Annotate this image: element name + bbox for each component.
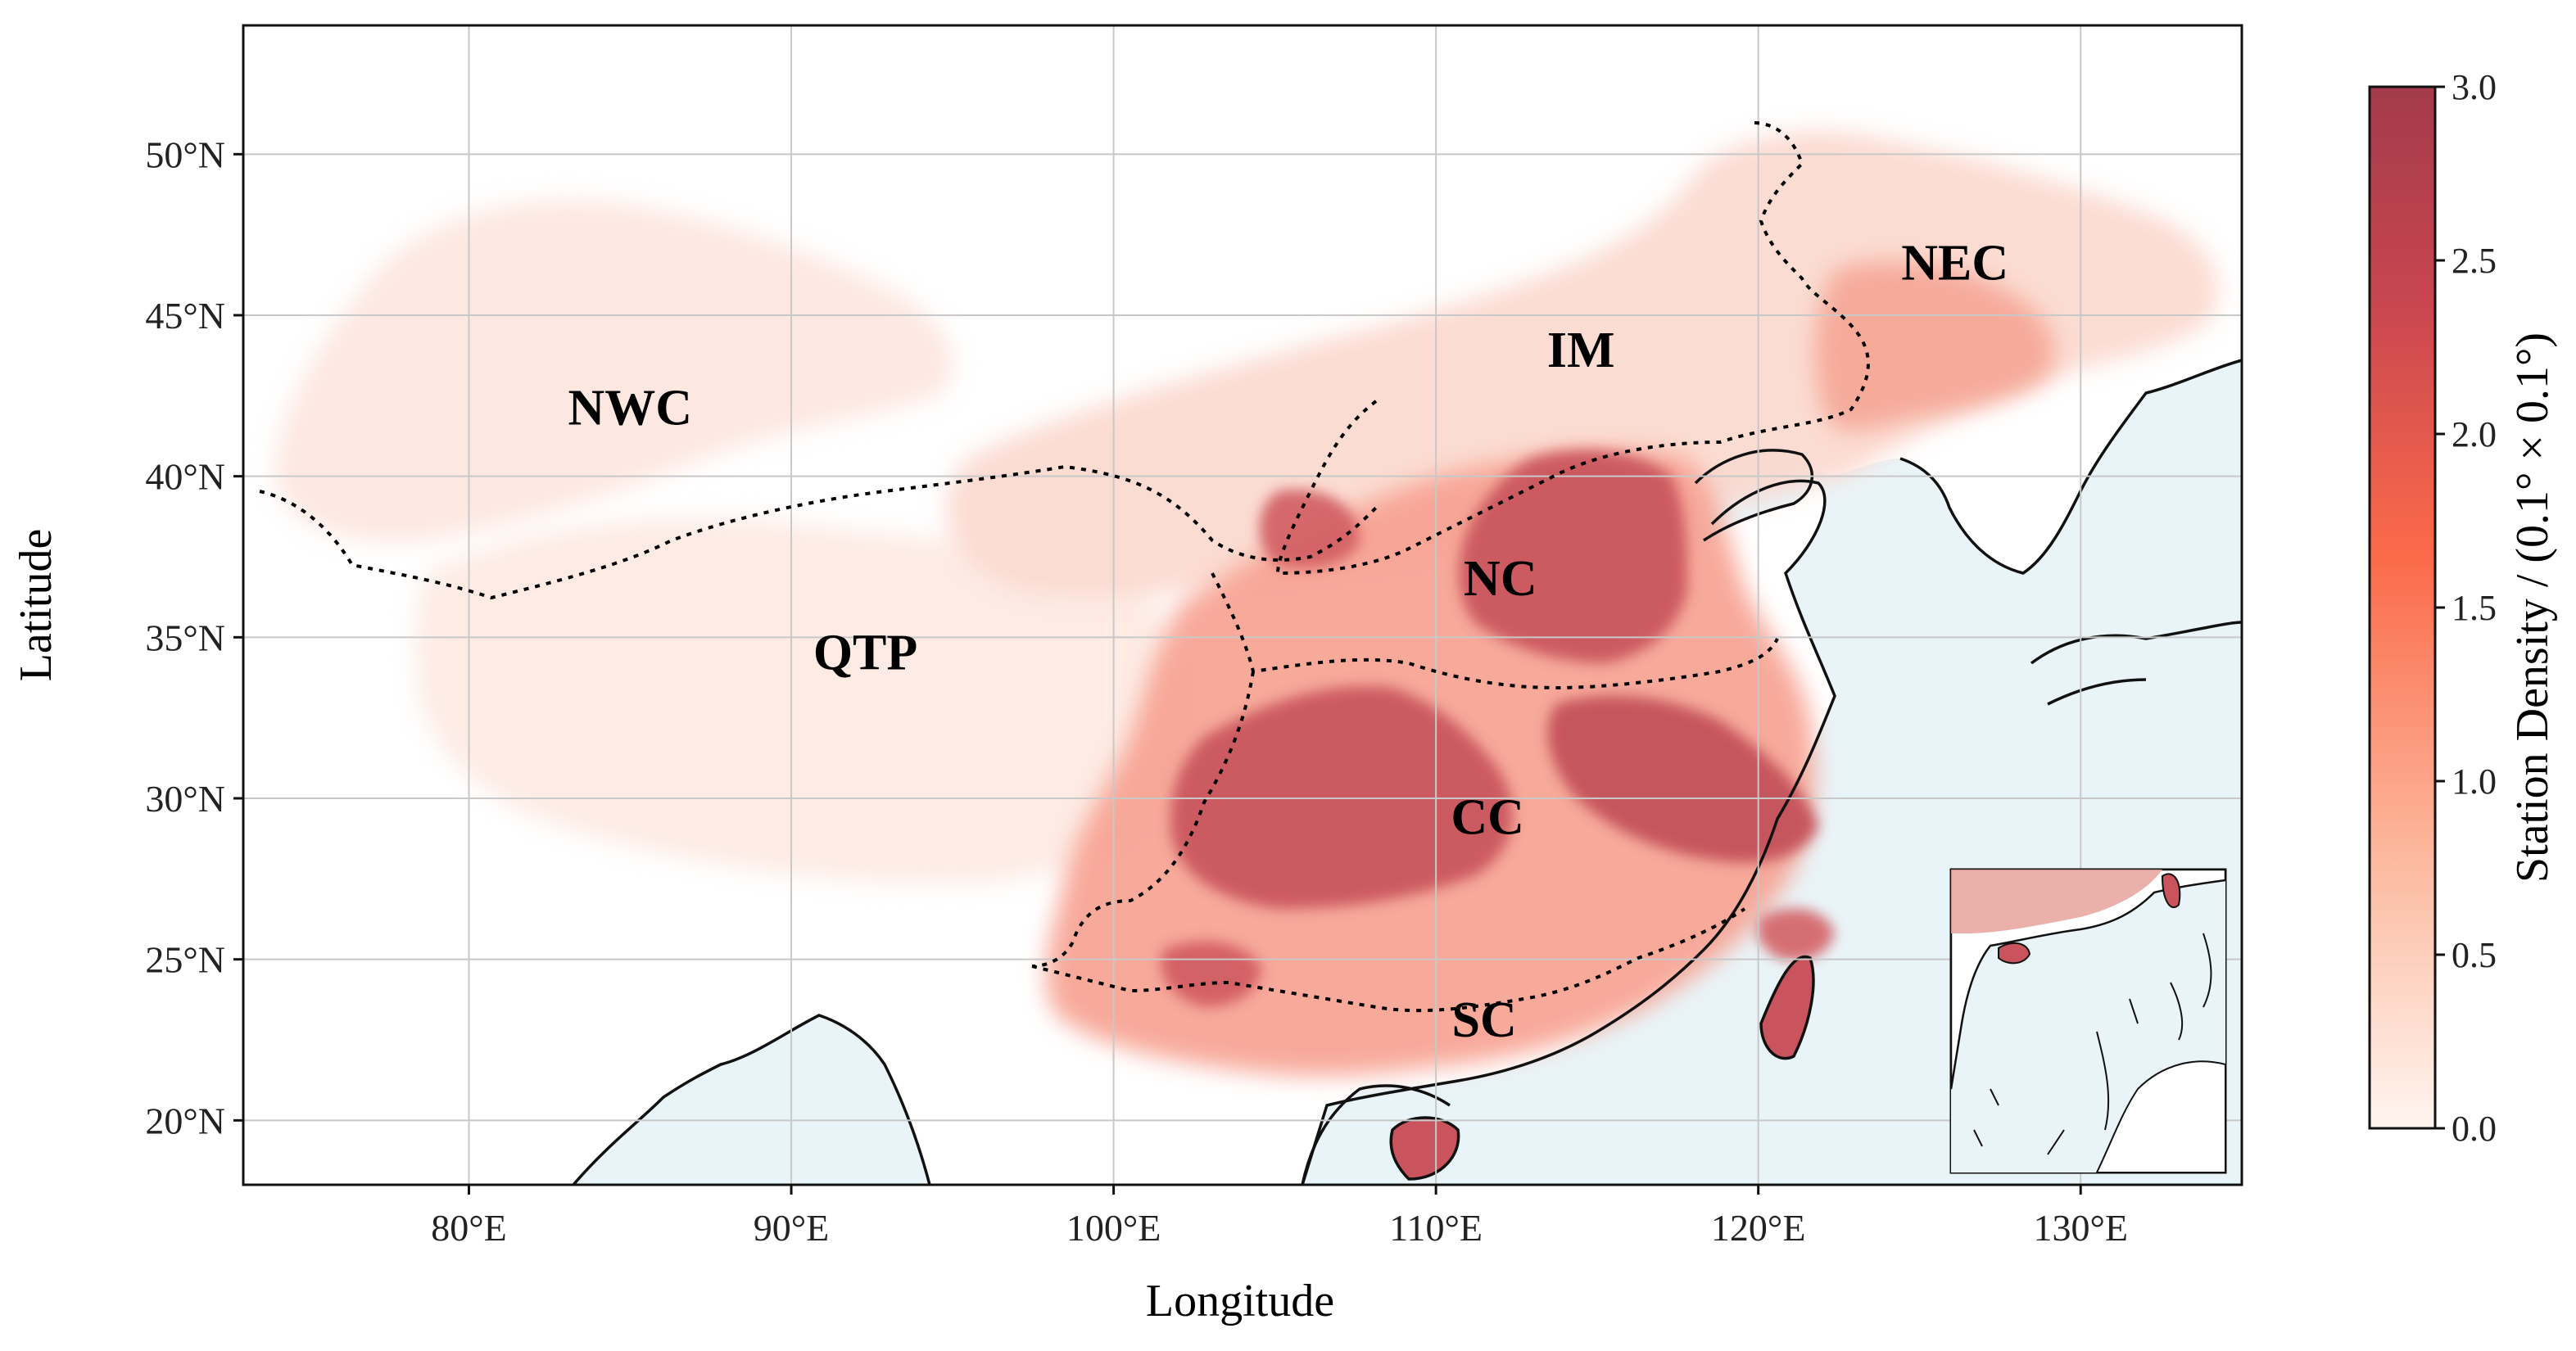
border-cc-sc: [1031, 907, 1746, 1013]
inset-map: [1949, 868, 2227, 1174]
density-field-light: [275, 131, 2218, 884]
colorbar-tick-label: 2.5: [2452, 241, 2497, 281]
lon-tick-label: 100°E: [1066, 1207, 1161, 1249]
colorbar-tick-label: 0.0: [2452, 1109, 2497, 1149]
colorbar-tick-label: 3.0: [2452, 67, 2497, 107]
region-label-im: IM: [1547, 323, 1615, 378]
colorbar-tick-label: 2.0: [2452, 414, 2497, 454]
lon-tick-label: 130°E: [2033, 1207, 2128, 1249]
lat-tick-label: 25°N: [145, 939, 225, 981]
lon-tick-label: 80°E: [431, 1207, 507, 1249]
x-axis-label: Longitude: [1146, 1276, 1334, 1326]
colorbar-tick-label: 0.5: [2452, 935, 2497, 975]
coastlines: [572, 359, 2242, 1185]
colorbar-tick-label: 1.0: [2452, 761, 2497, 802]
region-labels: NWC IM NEC NC QTP CC SC: [568, 236, 2008, 1048]
border-nc-cc: [1211, 572, 1779, 690]
map-frame: [242, 24, 2243, 1186]
lon-tick-label: 110°E: [1389, 1207, 1483, 1249]
lat-tick-label: 30°N: [145, 778, 225, 820]
region-borders: [259, 121, 1870, 1013]
density-field-high: [1161, 450, 1835, 1007]
colorbar-tick-label: 1.5: [2452, 588, 2497, 628]
gridlines: [243, 25, 2242, 1185]
lat-tick-label: 35°N: [145, 617, 225, 658]
region-label-nec: NEC: [1901, 236, 2008, 291]
lat-tick-label: 50°N: [145, 133, 225, 175]
border-nwc-qtp: [259, 464, 1378, 600]
region-label-sc: SC: [1452, 992, 1517, 1048]
lat-tick-label: 40°N: [145, 456, 225, 498]
border-im-nc: [1275, 121, 1870, 576]
region-label-qtp: QTP: [813, 626, 917, 681]
region-label-cc: CC: [1451, 789, 1524, 845]
y-axis-label: Latitude: [11, 529, 61, 682]
region-label-nwc: NWC: [568, 381, 692, 436]
bay-of-bengal: [573, 1015, 930, 1185]
region-label-nc: NC: [1464, 551, 1537, 607]
map-body: NWC IM NEC NC QTP CC SC: [243, 25, 2242, 1185]
lon-tick-label: 120°E: [1711, 1207, 1806, 1249]
lat-tick-label: 20°N: [145, 1100, 225, 1141]
colorbar-gradient: [2368, 85, 2437, 1130]
y-axis: 20°N 25°N 30°N 35°N 40°N 45°N 50°N Latit…: [11, 133, 243, 1141]
border-qtp-cc: [1031, 671, 1255, 968]
colorbar: 0.0 0.5 1.0 1.5 2.0 2.5 3.0 Station Dens…: [2368, 67, 2558, 1149]
x-axis: 80°E 90°E 100°E 110°E 120°E 130°E Longit…: [431, 1185, 2128, 1326]
colorbar-label: Station Density / (0.1° × 0.1°): [2507, 332, 2558, 883]
lat-tick-label: 45°N: [145, 295, 225, 337]
lon-tick-label: 90°E: [754, 1207, 830, 1249]
